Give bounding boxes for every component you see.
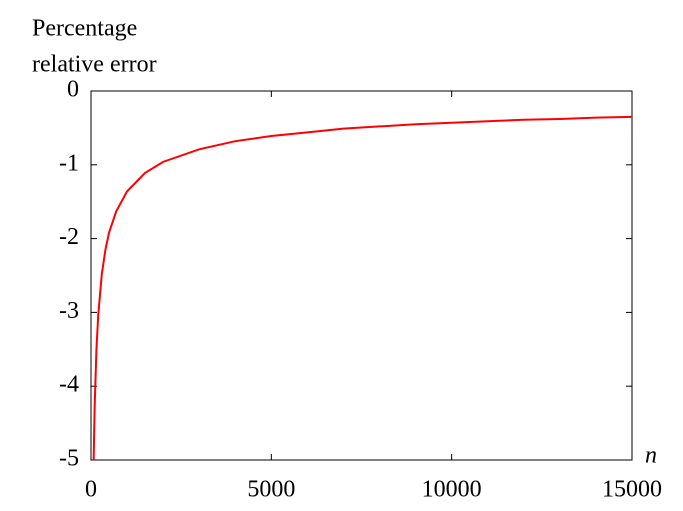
x-tick-label: 5000 bbox=[247, 477, 295, 503]
y-tick-label: -2 bbox=[59, 224, 79, 250]
data-line bbox=[92, 115, 633, 461]
x-tick-label: 10000 bbox=[422, 477, 482, 503]
plot-frame bbox=[90, 90, 633, 461]
y-tick-label: -1 bbox=[59, 150, 79, 176]
y-tick-label: -4 bbox=[59, 372, 79, 398]
y-tick-label: -5 bbox=[59, 446, 79, 472]
x-tick-label: 0 bbox=[85, 477, 97, 503]
y-tick-label: 0 bbox=[67, 77, 79, 103]
y-axis-label: Percentage bbox=[32, 16, 137, 42]
y-axis-label: relative error bbox=[32, 52, 157, 78]
y-tick-label: -3 bbox=[59, 298, 79, 324]
x-axis-label: n bbox=[645, 443, 657, 469]
x-tick-label: 15000 bbox=[602, 477, 662, 503]
